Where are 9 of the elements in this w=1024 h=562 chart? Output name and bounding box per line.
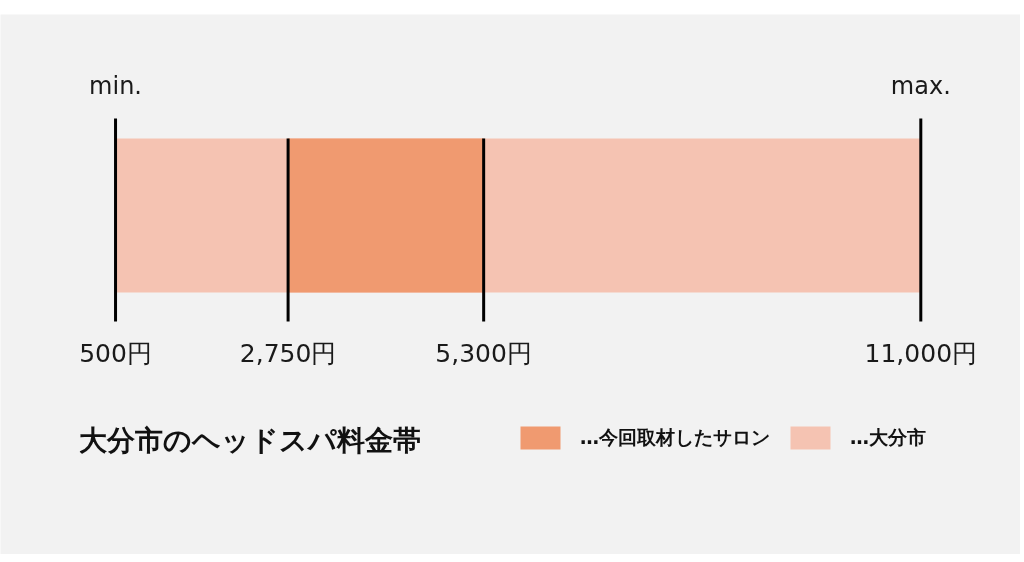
x-tick-label: 500円 (79, 338, 152, 368)
x-tick-label: 2,750円 (239, 338, 337, 368)
legend-label: …今回取材したサロン (580, 424, 770, 450)
ref-line-label: min. (89, 71, 142, 100)
x-tick-label: 11,000円 (864, 338, 978, 368)
text: 大分市のヘッドスパ料金帯 (78, 424, 421, 457)
ref-line-label: max. (890, 71, 951, 100)
legend-label: …大分市 (850, 424, 926, 450)
x-tick-label: 5,300円 (435, 338, 532, 368)
